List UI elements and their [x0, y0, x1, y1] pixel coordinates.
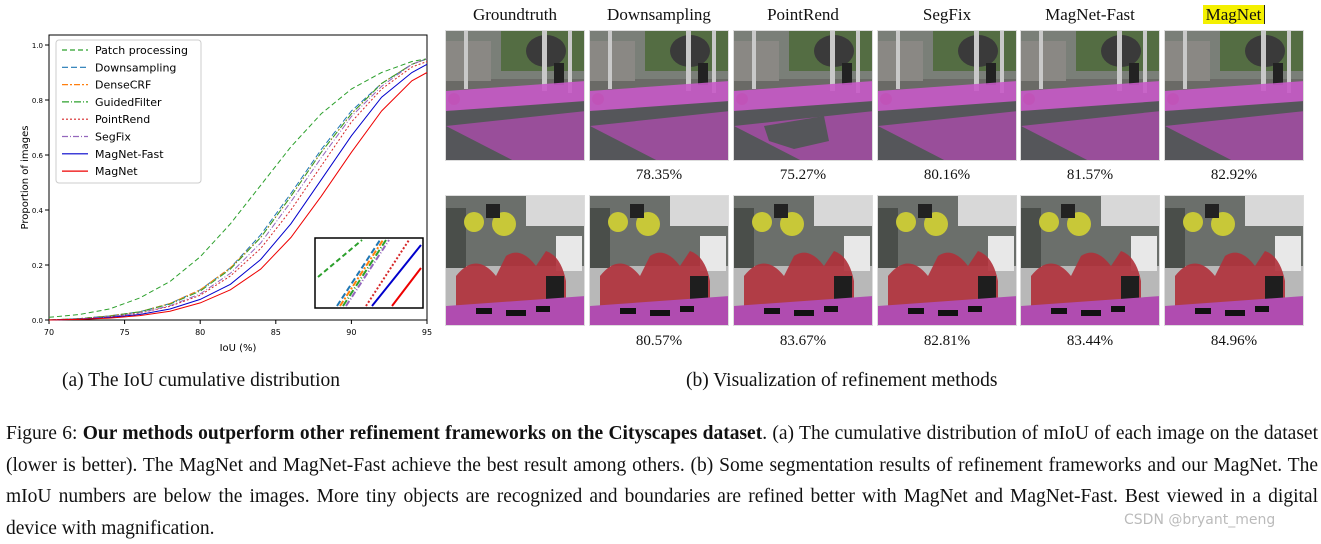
row2-score-segfix: 82.81% [923, 333, 971, 349]
subcaption-a: (a) The IoU cumulative distribution [62, 370, 340, 391]
column-header-magnet: MagNet [1164, 5, 1304, 25]
row2-magnet-image [1164, 195, 1304, 326]
row2-downsampling-image [589, 195, 729, 326]
series-line-guidedfilter [48, 58, 428, 321]
legend-label: MagNet-Fast [95, 148, 164, 161]
series-line-magnet [48, 72, 428, 321]
figure-caption: Figure 6: Our methods outperform other r… [6, 418, 1318, 544]
y-tick-label: 0.4 [32, 207, 44, 215]
x-tick-label: 95 [422, 328, 432, 337]
column-header-magnet-fast: MagNet-Fast [1045, 5, 1135, 24]
legend-label: Patch processing [95, 44, 188, 57]
row2-pointrend-image [733, 195, 873, 326]
y-tick-label: 0.6 [32, 152, 44, 160]
row1-downsampling-image [589, 30, 729, 161]
caption-label: Figure 6: [6, 423, 83, 444]
row1-score-magnet-fast: 81.57% [1066, 167, 1114, 183]
subcaption-b: (b) Visualization of refinement methods [686, 370, 998, 391]
column-header-segfix: SegFix [922, 5, 972, 24]
inset-line [317, 239, 363, 278]
legend-label: PointRend [95, 113, 150, 126]
series-line-patch-processing [48, 58, 428, 318]
y-tick-label: 0.2 [32, 262, 43, 270]
series-line-segfix [48, 58, 428, 321]
y-tick-label: 0.0 [32, 317, 43, 325]
x-tick-label: 90 [346, 328, 356, 337]
legend-label: GuidedFilter [95, 96, 162, 109]
row1-magnet-image [1164, 30, 1304, 161]
column-header-downsampling: Downsampling [607, 5, 711, 24]
row1-segfix-image [877, 30, 1017, 161]
row2-score-magnet-fast: 83.44% [1066, 333, 1114, 349]
x-axis-label: IoU (%) [220, 343, 257, 354]
row2-score-magnet: 84.96% [1210, 333, 1258, 349]
y-axis-label: Proportion of images [20, 126, 31, 230]
watermark: CSDN @bryant_meng [1124, 512, 1276, 528]
row2-segfix-image [877, 195, 1017, 326]
caption-bold-title: Our methods outperform other refinement … [82, 423, 763, 444]
column-header-groundtruth: Groundtruth [472, 5, 558, 24]
legend-label: DenseCRF [95, 79, 151, 92]
y-tick-label: 1.0 [32, 42, 43, 50]
legend-label: Downsampling [95, 61, 176, 74]
x-tick-label: 80 [195, 328, 205, 337]
row1-pointrend-image [733, 30, 873, 161]
highlighted-label: MagNet [1202, 5, 1266, 24]
row1-score-magnet: 82.92% [1210, 167, 1258, 183]
inset-line [371, 244, 422, 307]
inset-line [391, 267, 422, 307]
row1-groundtruth-image [445, 30, 585, 161]
x-tick-label: 75 [120, 328, 130, 337]
row1-magnet-fast-image [1020, 30, 1160, 161]
inset-line [342, 239, 387, 307]
x-tick-label: 70 [44, 328, 54, 337]
inset-line [339, 239, 384, 307]
row1-score-segfix: 80.16% [923, 167, 971, 183]
inset-line [345, 239, 390, 307]
legend-label: MagNet [95, 165, 138, 178]
row1-score-downsampling: 78.35% [635, 167, 683, 183]
row2-magnet-fast-image [1020, 195, 1160, 326]
x-tick-label: 85 [271, 328, 281, 337]
legend-label: SegFix [95, 131, 131, 144]
row2-score-downsampling: 80.57% [635, 333, 683, 349]
column-header-pointrend: PointRend [767, 5, 839, 24]
series-line-magnet-fast [48, 63, 428, 321]
y-tick-label: 0.8 [32, 97, 43, 105]
legend-box [55, 39, 202, 184]
inset-zoom-box [314, 237, 424, 309]
row2-groundtruth-image [445, 195, 585, 326]
row1-score-pointrend: 75.27% [779, 167, 827, 183]
inset-line [336, 239, 381, 307]
inset-line [365, 239, 410, 307]
series-line-pointrend [48, 61, 428, 321]
row2-score-pointrend: 83.67% [779, 333, 827, 349]
caption-body: . (a) The cumulative distribution of mIo… [6, 423, 1318, 539]
iou-cumulative-chart: 70 75 80 85 90 95 0.0 0.2 0.4 0.6 0.8 1.0 IoU (%) Pro… [20, 34, 432, 354]
